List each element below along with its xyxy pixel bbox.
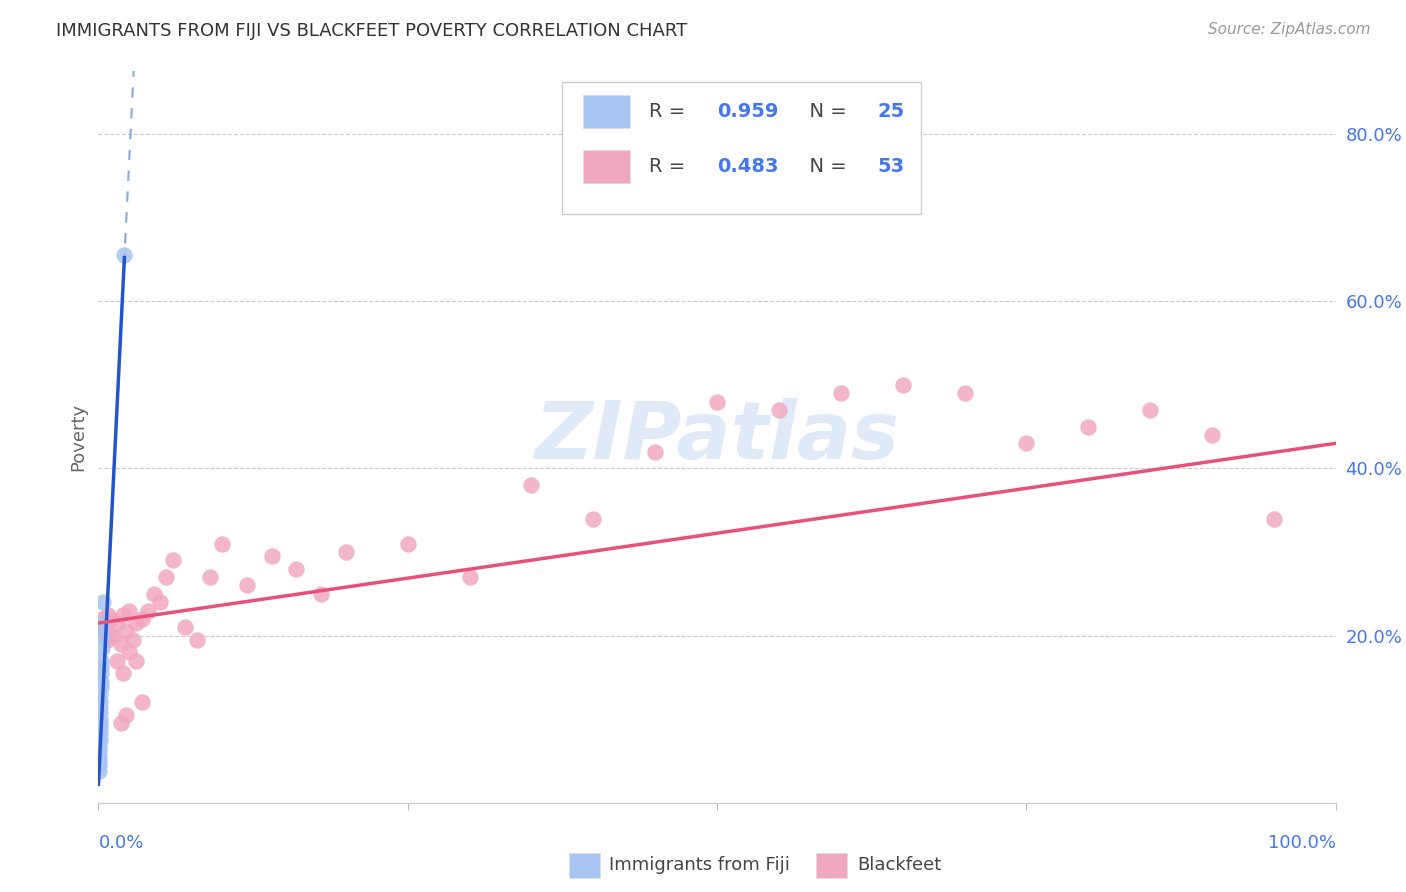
Point (131, 696, 153, 710)
Point (1015, 436, 1038, 450)
Point (260, 549, 283, 564)
Text: 53: 53 (877, 157, 905, 176)
Point (89, 681, 111, 695)
Point (124, 654, 146, 668)
Point (186, 632, 208, 647)
Point (93, 624, 115, 639)
Point (149, 595, 172, 609)
Point (309, 587, 332, 601)
Text: Blackfeet: Blackfeet (856, 856, 941, 874)
Point (136, 603, 159, 617)
Point (335, 545, 357, 559)
Text: IMMIGRANTS FROM FIJI VS BLACKFEET POVERTY CORRELATION CHART: IMMIGRANTS FROM FIJI VS BLACKFEET POVERT… (56, 22, 688, 40)
Point (706, 394, 728, 409)
Point (97, 607, 120, 622)
Point (89, 723, 111, 737)
Point (89, 717, 111, 731)
Point (98, 629, 121, 643)
Y-axis label: Poverty: Poverty (69, 403, 87, 471)
Text: R =: R = (650, 102, 692, 121)
Point (143, 587, 166, 601)
Bar (568, 853, 599, 878)
Point (174, 620, 197, 634)
Text: 0.483: 0.483 (717, 157, 779, 176)
Text: 0.959: 0.959 (717, 102, 779, 121)
Point (118, 645, 141, 659)
Point (105, 616, 128, 631)
Point (89, 712, 111, 726)
Point (90, 641, 112, 656)
Point (89, 727, 111, 741)
Point (830, 386, 852, 401)
Point (103, 629, 125, 643)
Text: R =: R = (650, 157, 692, 176)
Point (90, 660, 112, 674)
Point (87, 754, 110, 768)
Point (96, 632, 118, 647)
Point (89, 744, 111, 758)
Point (90, 629, 112, 643)
Point (198, 570, 221, 584)
Point (458, 570, 481, 584)
Point (236, 578, 259, 592)
Bar (583, 151, 630, 183)
Point (89, 739, 111, 753)
Point (110, 637, 132, 651)
Text: N =: N = (797, 102, 853, 121)
Text: 25: 25 (877, 102, 905, 121)
Text: N =: N = (797, 157, 853, 176)
Point (520, 478, 543, 492)
Point (94, 616, 117, 631)
Point (122, 632, 145, 647)
Point (211, 536, 233, 550)
Point (89, 699, 111, 714)
Point (89, 749, 111, 764)
Point (1263, 511, 1285, 525)
Point (114, 708, 136, 723)
Point (118, 603, 141, 617)
Point (110, 716, 132, 731)
Point (953, 386, 976, 401)
Point (90, 674, 112, 689)
Bar (583, 95, 630, 128)
Point (162, 553, 184, 567)
Point (91, 616, 114, 631)
Point (768, 403, 790, 417)
Point (285, 562, 308, 576)
Point (89, 694, 111, 708)
FancyBboxPatch shape (562, 82, 921, 214)
Point (90, 666, 112, 681)
Point (93, 620, 115, 634)
Point (89, 706, 111, 720)
Text: 100.0%: 100.0% (1268, 834, 1336, 852)
Text: Source: ZipAtlas.com: Source: ZipAtlas.com (1208, 22, 1371, 37)
Point (582, 511, 605, 525)
Point (155, 570, 177, 584)
Point (87, 758, 110, 772)
Point (114, 624, 136, 639)
Point (644, 444, 666, 458)
Point (124, 616, 146, 631)
Point (100, 612, 122, 626)
Text: Immigrants from Fiji: Immigrants from Fiji (609, 856, 790, 874)
Point (91, 612, 114, 626)
Point (112, 248, 135, 262)
Point (396, 536, 419, 550)
Point (89, 733, 111, 747)
Point (87, 764, 110, 778)
Point (105, 654, 128, 668)
Text: ZIPatlas: ZIPatlas (534, 398, 900, 476)
Point (89, 687, 111, 701)
Point (1139, 403, 1161, 417)
Point (1077, 419, 1099, 434)
Point (131, 612, 153, 626)
Point (90, 654, 112, 668)
Text: 0.0%: 0.0% (98, 834, 143, 852)
Point (112, 607, 135, 622)
Point (112, 666, 135, 681)
Bar (815, 853, 846, 878)
Point (91, 595, 114, 609)
Point (1201, 428, 1223, 442)
Point (891, 377, 914, 392)
